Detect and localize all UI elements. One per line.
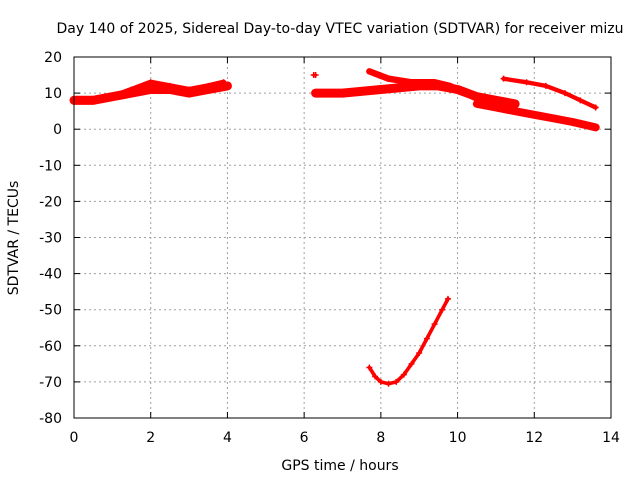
data-point [147,79,154,86]
data-point [423,335,430,342]
data-point [408,360,415,367]
series-arc-2 [109,79,227,100]
data-point [408,79,415,86]
data-point [561,90,568,97]
data-point [542,82,549,89]
data-point [220,79,227,86]
data-point [592,124,599,131]
x-tick-label: 6 [300,430,309,446]
data-point [500,75,507,82]
data-point [128,86,135,93]
y-tick-label: -80 [39,411,62,427]
x-axis-label: GPS time / hours [281,458,398,474]
data-point [444,295,451,302]
y-tick-label: -70 [39,375,62,391]
data-point [366,364,373,371]
x-tick-labels: 0 2 4 6 8 10 12 14 [70,430,620,446]
y-tick-label: 20 [44,50,62,66]
y-tick-label: -30 [39,231,62,247]
data-point [385,75,392,82]
data-point [312,90,319,97]
x-tick-label: 4 [223,430,232,446]
data-point [372,373,379,380]
data-point [439,306,446,313]
data-point [569,118,576,125]
data-point [147,86,154,93]
data-point [462,90,469,97]
data-point [492,97,499,104]
x-tick-label: 12 [525,430,543,446]
data-point [446,82,453,89]
data-point [312,72,319,79]
series-arc-6 [472,99,600,132]
data-point [512,100,519,107]
series-band [501,76,598,110]
data-series [69,68,600,387]
data-point [385,380,392,387]
data-point [431,79,438,86]
data-point [186,86,193,93]
data-point [205,82,212,89]
data-point [400,371,407,378]
x-tick-label: 8 [376,430,385,446]
data-point [473,100,480,107]
y-tick-label: -10 [39,158,62,174]
data-point [377,86,384,93]
series-arc-3 [310,72,319,79]
data-point [90,97,97,104]
data-point [523,79,530,86]
y-tick-labels: -80 -70 -60 -50 -40 -30 -20 -10 0 10 20 [39,50,62,427]
data-point [109,93,116,100]
data-point [431,321,438,328]
data-point [531,111,538,118]
data-point [393,378,400,385]
data-point [592,104,599,111]
plot-frame [73,56,612,419]
data-point [377,378,384,385]
x-tick-label: 10 [449,430,467,446]
data-point [366,68,373,75]
series-arc-8 [366,295,451,387]
y-tick-label: -40 [39,267,62,283]
y-tick-label: 10 [44,86,62,102]
chart-title: Day 140 of 2025, Sidereal Day-to-day VTE… [57,21,624,37]
data-point [224,82,231,89]
data-point [416,350,423,357]
series-band [311,81,520,109]
y-tick-label: -50 [39,303,62,319]
x-tick-label: 14 [602,430,620,446]
series-band [367,297,450,386]
data-point [339,90,346,97]
y-tick-label: -60 [39,339,62,355]
data-point [492,104,499,111]
series-arc-5 [366,68,484,104]
series-arc-7 [500,75,599,111]
y-tick-label: -20 [39,194,62,210]
x-tick-label: 2 [146,430,155,446]
data-point [512,108,519,115]
data-point [166,82,173,89]
x-tick-label: 0 [70,430,79,446]
y-axis-label: SDTVAR / TECUs [6,181,22,296]
y-tick-label: 0 [53,122,62,138]
data-point [577,97,584,104]
data-point [550,115,557,122]
